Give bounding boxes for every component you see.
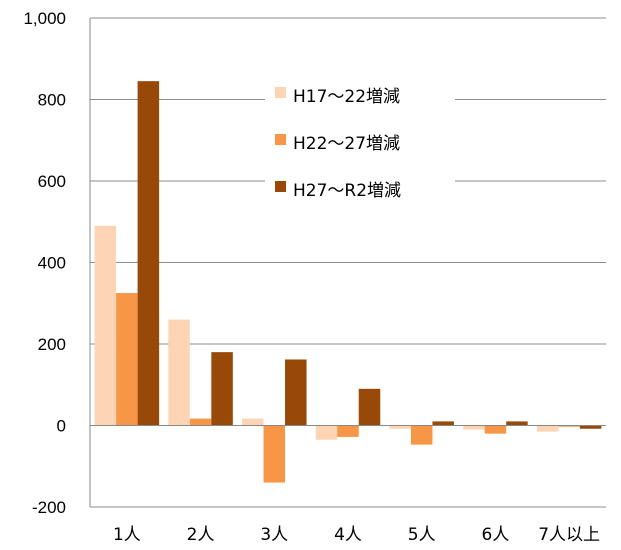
bar-1-6人 (463, 425, 485, 430)
bar-3-3人 (285, 359, 307, 426)
x-tick-label: 4人 (334, 525, 362, 545)
bar-3-6人 (506, 421, 528, 426)
legend: H17～22増減 H22～27増減 H27～R2増減 (265, 81, 455, 205)
x-tick-label: 6人 (482, 525, 510, 545)
bar-3-7人以上 (579, 425, 602, 429)
y-tick-label: 200 (38, 335, 66, 354)
x-tick-label: 7人以上 (538, 525, 600, 545)
bar-3-4人 (358, 388, 381, 426)
legend-label: H22～27増減 (293, 134, 400, 154)
x-tick-label: 5人 (408, 525, 436, 545)
bar-1-7人以上 (536, 425, 559, 432)
bar-1-3人 (242, 418, 264, 426)
bar-1-2人 (168, 319, 190, 426)
y-tick-label: 800 (38, 91, 66, 110)
legend-label: H27～R2増減 (293, 181, 401, 201)
legend-swatch (275, 134, 286, 145)
legend-swatch (275, 181, 286, 192)
bar-3-5人 (432, 421, 454, 426)
bar-3-1人 (137, 81, 160, 426)
bar-1-1人 (94, 225, 117, 426)
y-tick-label: 1,000 (23, 9, 66, 28)
x-axis-tick-labels: 1人 2人 3人 4人 5人 6人 7人以上 (113, 525, 600, 545)
bars (94, 81, 602, 483)
legend-swatch (275, 87, 286, 98)
y-tick-label: -200 (32, 498, 66, 517)
x-tick-label: 3人 (260, 525, 288, 545)
bar-2-4人 (337, 425, 359, 437)
legend-label: H17～22増減 (293, 87, 400, 107)
bar-3-2人 (211, 352, 233, 426)
bar-2-5人 (410, 425, 433, 445)
bar-1-4人 (315, 425, 338, 440)
bar-2-6人 (484, 425, 507, 434)
bar-1-5人 (389, 425, 411, 429)
y-tick-label: 0 (57, 417, 66, 436)
bar-2-2人 (189, 418, 212, 426)
y-tick-label: 600 (38, 172, 66, 191)
y-tick-label: 400 (38, 254, 66, 273)
bar-2-7人以上 (558, 425, 580, 427)
x-tick-label: 2人 (187, 525, 215, 545)
bar-2-1人 (116, 293, 138, 426)
legend-background (265, 81, 455, 205)
x-tick-label: 1人 (113, 525, 141, 545)
bar-2-3人 (263, 425, 286, 483)
y-axis-tick-labels: -200 0 200 400 600 800 1,000 (23, 9, 66, 517)
